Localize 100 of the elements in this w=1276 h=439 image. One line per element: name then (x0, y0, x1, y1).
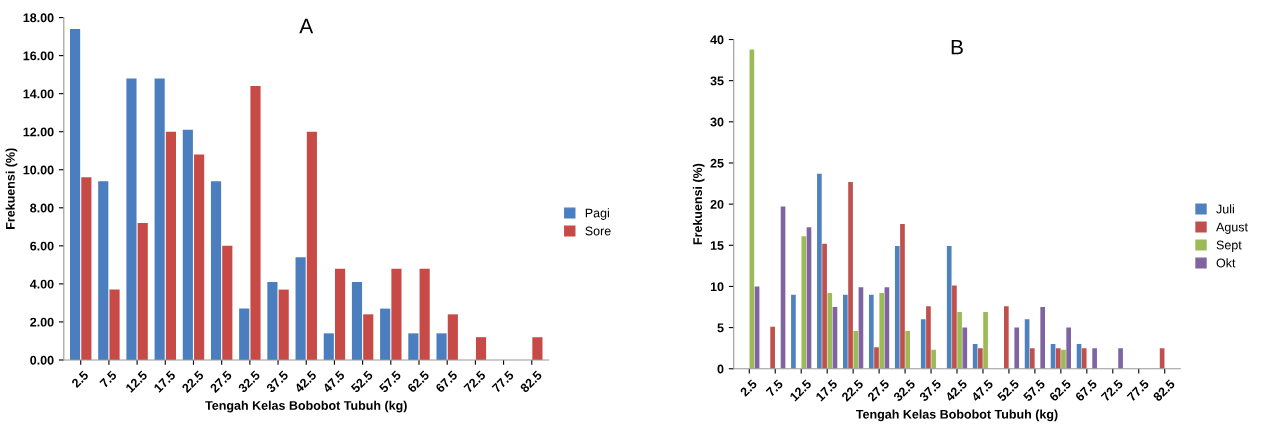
bar (1029, 348, 1035, 369)
bar (419, 268, 430, 360)
bar (1061, 349, 1066, 369)
chart-title: B (951, 39, 963, 55)
bar (848, 181, 853, 369)
bar (1118, 348, 1123, 369)
bar (1066, 327, 1071, 369)
x-tick-label: 7.5 (765, 379, 784, 397)
bar (182, 129, 193, 360)
bar (853, 330, 859, 369)
y-tick-label: 25 (710, 158, 724, 168)
x-tick-label: 77.5 (1126, 379, 1150, 402)
bar (931, 349, 936, 369)
bar (874, 347, 879, 369)
legend-label: Okt (1216, 258, 1236, 268)
y-tick-label: 20 (710, 199, 724, 209)
bar (70, 28, 81, 360)
bar (1081, 348, 1087, 369)
bar (306, 131, 317, 360)
bar (843, 294, 848, 369)
bar (154, 78, 165, 360)
bar (983, 311, 988, 369)
y-axis-title: Frekuensi (%) (5, 148, 18, 229)
y-tick-label: 0 (717, 364, 724, 374)
x-axis-title: Tengah Kelas Bobobot Tubuh (kg) (856, 409, 1058, 422)
bar (972, 344, 978, 369)
bar (363, 314, 374, 360)
bar (194, 154, 205, 360)
bar (532, 337, 543, 360)
bar (267, 281, 278, 360)
bar (946, 246, 952, 369)
y-tick-label: 16.00 (23, 51, 54, 61)
x-tick-label: 32.5 (237, 370, 261, 394)
x-tick-label: 2.5 (739, 378, 758, 397)
bar (165, 131, 176, 360)
bar (278, 289, 289, 360)
bar (957, 311, 962, 369)
bar (295, 257, 306, 360)
bar (126, 78, 137, 360)
legend-label: Juli (1216, 204, 1234, 214)
y-tick-label: 6.00 (30, 241, 54, 251)
bar (868, 294, 874, 369)
x-tick-label: 72.5 (1100, 378, 1124, 402)
y-tick-label: 35 (710, 76, 724, 86)
bar (827, 293, 833, 369)
bar (926, 306, 931, 369)
bar (1004, 306, 1009, 369)
bar (952, 285, 957, 369)
legend-label: Agust (1216, 222, 1248, 234)
bar (351, 281, 363, 360)
bar (978, 348, 983, 369)
bar (920, 319, 926, 369)
x-axis-title: Tengah Kelas Bobobot Tubuh (kg) (205, 400, 407, 413)
bar (391, 268, 402, 360)
y-tick-label: 12.00 (23, 127, 54, 137)
y-tick-label: 10 (710, 282, 724, 292)
bar (1040, 307, 1046, 369)
y-tick-label: 4.00 (29, 279, 54, 289)
y-tick-label: 30 (710, 117, 724, 127)
legend-label: Sept (1216, 240, 1242, 252)
bar (801, 236, 807, 369)
bar (879, 293, 885, 369)
y-tick-label: 0.00 (30, 355, 54, 365)
bar (900, 223, 905, 369)
bar (475, 337, 487, 360)
bar (962, 327, 968, 369)
bar (81, 177, 92, 360)
bar (334, 268, 346, 360)
chart-title: A (299, 18, 314, 34)
bar (380, 308, 391, 360)
y-tick-label: 15 (710, 241, 724, 250)
bar (98, 181, 109, 360)
legend-label: Pagi (585, 208, 609, 220)
bar (817, 173, 822, 369)
x-tick-label: 57.5 (378, 370, 402, 394)
bar (239, 308, 250, 360)
y-tick-label: 2.00 (30, 317, 54, 327)
bar (791, 294, 796, 369)
bar (447, 314, 458, 360)
legend-label: Sore (585, 226, 611, 236)
bar (250, 86, 261, 360)
bar (894, 246, 900, 369)
bar (1055, 348, 1061, 369)
bar (408, 333, 419, 360)
y-tick-label: 40 (710, 35, 724, 45)
bar (436, 333, 447, 360)
bar (137, 223, 148, 360)
bar (770, 326, 775, 369)
y-tick-label: 18.00 (23, 13, 54, 23)
y-tick-label: 10.00 (23, 165, 54, 175)
y-axis-title: Frekuensi (%) (692, 163, 705, 245)
bar (210, 181, 222, 360)
y-tick-label: 5 (717, 323, 724, 333)
bar (109, 289, 120, 360)
bar (222, 245, 233, 360)
bar (822, 243, 827, 369)
y-tick-label: 14.00 (23, 89, 54, 99)
x-tick-label: 82.5 (519, 370, 543, 394)
x-tick-label: 2.5 (70, 370, 89, 389)
x-tick-label: 7.5 (99, 370, 118, 389)
